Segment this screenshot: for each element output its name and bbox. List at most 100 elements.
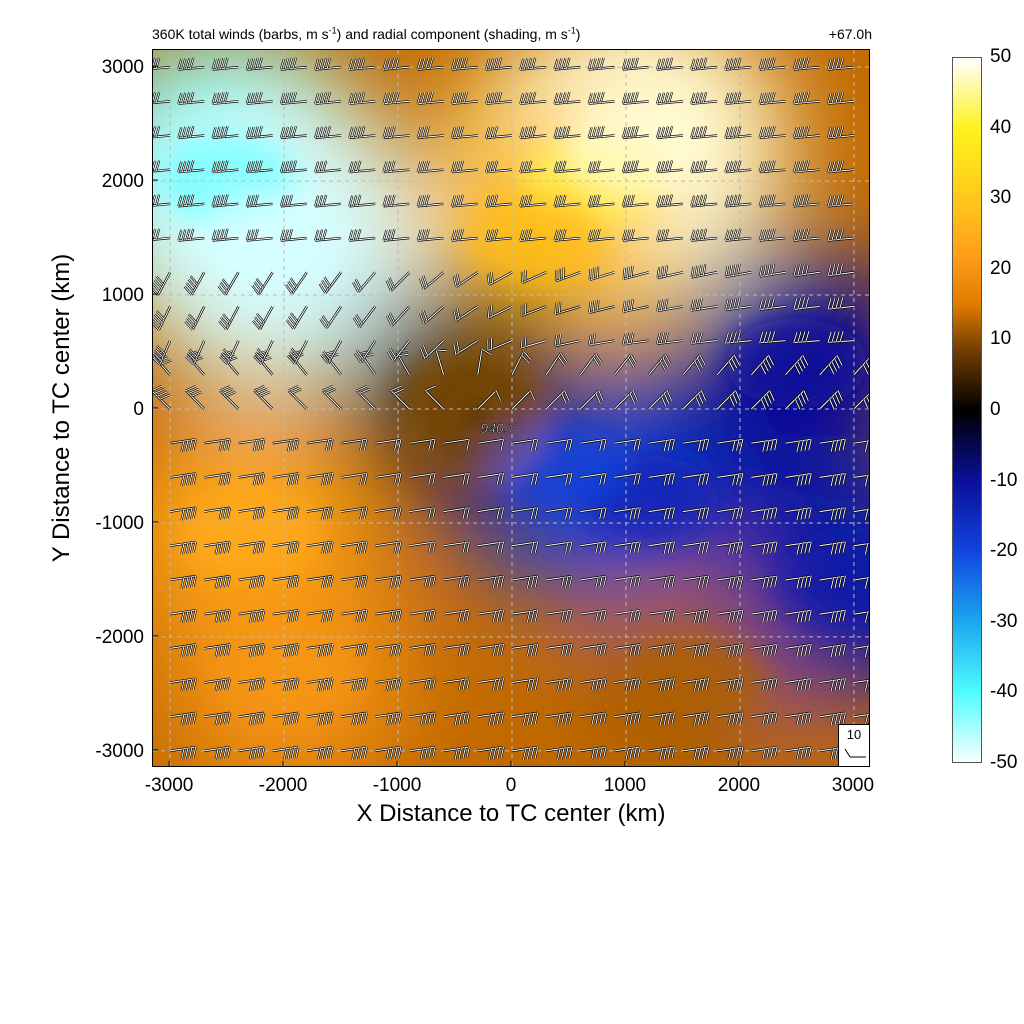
wind-barb (553, 194, 581, 208)
wind-barb (443, 506, 471, 520)
wind-barb (385, 271, 411, 292)
wind-barb (682, 506, 710, 520)
wind-barb (826, 57, 855, 71)
colorbar (952, 57, 982, 763)
wind-barb (546, 574, 573, 589)
wind-barb (511, 540, 539, 554)
wind-barb (545, 389, 571, 410)
x-tick-label: -1000 (373, 775, 422, 796)
wind-barb (792, 91, 820, 105)
tc-center-marker: 940.7 (480, 420, 517, 437)
wind-barb (818, 354, 844, 376)
wind-barb (751, 609, 779, 624)
wind-barb (785, 472, 813, 487)
wind-barb (272, 745, 300, 760)
wind-barb (443, 677, 471, 691)
wind-barb (511, 711, 539, 726)
wind-barb (853, 610, 869, 624)
wind-barb (690, 160, 718, 174)
wind-barb (587, 333, 615, 347)
wind-barb (306, 711, 334, 726)
wind-barb (318, 271, 343, 294)
wind-barb (153, 340, 172, 366)
wind-barb (443, 438, 471, 451)
wind-barb (792, 228, 820, 242)
wind-barb (587, 57, 615, 71)
wind-barb (553, 334, 581, 348)
wind-barb (690, 228, 718, 242)
wind-barb (386, 305, 411, 327)
wind-barb (306, 574, 334, 589)
wind-barb (416, 228, 444, 242)
wind-barb (286, 340, 308, 365)
wind-barb (443, 540, 471, 554)
wind-barb (340, 506, 368, 520)
wind-barb (621, 194, 649, 208)
wind-barb (153, 160, 171, 173)
wind-barb (648, 472, 676, 486)
wind-barb (356, 385, 377, 410)
wind-barb (819, 574, 847, 589)
wind-barb (348, 160, 376, 174)
x-tick-label: 2000 (718, 775, 760, 796)
wind-barb (758, 330, 786, 345)
wind-barb (409, 438, 437, 451)
wind-barb (279, 91, 307, 105)
wind-barb (785, 643, 813, 658)
wind-barb (272, 643, 300, 658)
wind-barb (169, 574, 197, 589)
wind-barb (587, 125, 615, 140)
colorbar-tick-label: -30 (990, 610, 1018, 632)
wind-barb (819, 540, 847, 555)
wind-barb (272, 506, 300, 520)
wind-barb (169, 711, 197, 726)
wind-barb (416, 57, 444, 71)
wind-barb (614, 540, 642, 555)
wind-barb (819, 472, 847, 487)
wind-barb (792, 125, 820, 140)
wind-barb (375, 574, 403, 589)
wind-barb (758, 194, 786, 208)
wind-barb (716, 711, 744, 726)
wind-barb (245, 194, 273, 208)
wind-barb (614, 438, 642, 451)
wind-barb (614, 745, 642, 760)
wind-barb (177, 160, 205, 174)
wind-barb (682, 609, 710, 624)
wind-barb (588, 266, 615, 282)
wind-barb (682, 643, 710, 658)
wind-barb (183, 271, 206, 296)
wind-barb (314, 160, 342, 174)
wind-barb (340, 677, 368, 692)
wind-barb (751, 643, 779, 658)
wind-barb (853, 644, 869, 658)
wind-barb (348, 57, 376, 71)
wind-barb (792, 263, 820, 278)
wind-barb (477, 506, 505, 520)
wind-barb (382, 160, 410, 174)
wind-barb (153, 125, 171, 139)
wind-barb (211, 228, 239, 242)
wind-barb (690, 91, 718, 105)
wind-barb (853, 576, 869, 589)
field-core-southwest-outflow-band (214, 626, 355, 717)
wind-barb (477, 438, 505, 451)
wind-barb (272, 574, 300, 589)
wind-barb (853, 439, 869, 453)
wind-barb (476, 389, 502, 410)
wind-barb (238, 643, 266, 658)
wind-barb (238, 506, 266, 520)
wind-barb (409, 643, 437, 657)
wind-barb (382, 57, 410, 71)
wind-barb (375, 506, 403, 520)
wind-barb (409, 540, 437, 554)
wind-barb (177, 57, 205, 71)
wind-barb (386, 339, 411, 362)
y-tick-label: -1000 (95, 513, 144, 534)
wind-barb (819, 506, 847, 521)
wind-barb (519, 57, 547, 71)
wind-barb (682, 540, 710, 555)
wind-barb (452, 339, 479, 356)
wind-barb (546, 677, 573, 692)
wind-barb (580, 643, 608, 657)
